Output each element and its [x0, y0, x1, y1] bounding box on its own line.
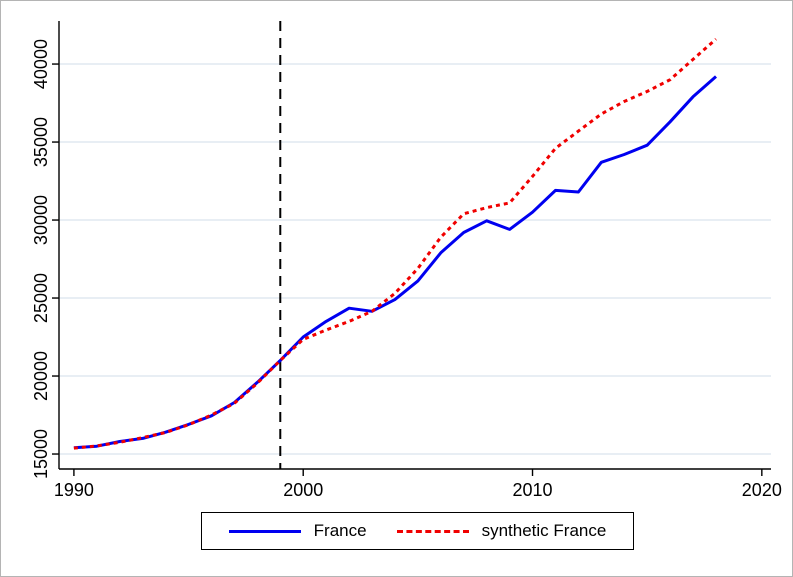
synthetic-france-line-sample [396, 529, 469, 533]
x-tick-label: 1990 [54, 480, 94, 500]
y-tick-label: 35000 [31, 117, 51, 167]
y-tick-label: 30000 [31, 195, 51, 245]
x-tick-label: 2000 [283, 480, 323, 500]
y-tick-label: 20000 [31, 351, 51, 401]
y-tick-label: 15000 [31, 429, 51, 479]
series-line-france [73, 75, 717, 450]
series-line-synthetic-france [73, 37, 717, 450]
france-line-sample [228, 529, 301, 533]
legend-label-synthetic-france: synthetic France [481, 521, 607, 540]
x-tick-label: 2020 [742, 480, 782, 500]
legend-label-france: France [313, 521, 367, 540]
y-tick-label: 25000 [31, 273, 51, 323]
chart-legend: France synthetic France [201, 512, 634, 550]
y-tick-label: 40000 [31, 39, 51, 89]
x-tick-label: 2010 [512, 480, 552, 500]
